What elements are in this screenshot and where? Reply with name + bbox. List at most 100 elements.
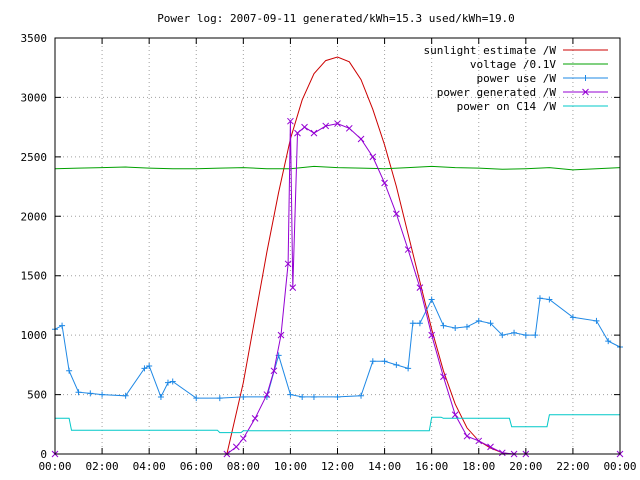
data-point — [393, 210, 400, 218]
x-tick-label: 20:00 — [509, 460, 542, 473]
y-tick-label: 2500 — [21, 151, 48, 164]
data-point — [122, 392, 129, 399]
y-tick-label: 0 — [40, 448, 47, 461]
data-point — [239, 435, 247, 442]
data-point — [287, 117, 294, 125]
legend-item: voltage /0.1V — [470, 58, 608, 71]
data-point — [310, 393, 317, 400]
data-point — [498, 449, 506, 457]
legend-item: power on C14 /W — [457, 100, 608, 113]
data-point — [381, 358, 388, 365]
legend-label: voltage /0.1V — [470, 58, 556, 71]
series-line — [55, 414, 620, 434]
data-point — [357, 135, 365, 143]
data-point — [240, 393, 247, 400]
data-point — [157, 393, 164, 400]
data-point — [99, 391, 106, 398]
data-point — [369, 153, 377, 161]
data-point — [310, 129, 318, 137]
legend-label: sunlight estimate /W — [424, 44, 557, 57]
chart-title: Power log: 2007-09-11 generated/kWh=15.3… — [157, 12, 515, 25]
data-point — [409, 320, 416, 327]
x-tick-label: 00:00 — [38, 460, 71, 473]
data-point — [193, 395, 200, 402]
data-point — [141, 365, 148, 372]
data-point — [428, 331, 436, 339]
data-point — [334, 393, 341, 400]
data-point — [294, 129, 301, 137]
data-point — [216, 395, 223, 402]
legend-marker — [582, 88, 589, 96]
data-point — [463, 432, 471, 440]
x-tick-label: 16:00 — [415, 460, 448, 473]
data-point — [440, 373, 447, 381]
y-tick-label: 3000 — [21, 91, 48, 104]
data-point — [511, 329, 518, 336]
data-point — [75, 389, 82, 396]
series-2 — [52, 295, 623, 402]
y-tick-label: 1500 — [21, 270, 48, 283]
x-tick-label: 04:00 — [133, 460, 166, 473]
data-point — [393, 361, 400, 368]
series-1 — [54, 165, 621, 171]
data-point — [334, 120, 341, 127]
data-point — [416, 284, 424, 291]
data-point — [169, 378, 176, 385]
series-4 — [55, 414, 620, 434]
data-point — [405, 365, 412, 372]
y-tick-label: 3500 — [21, 32, 48, 45]
series-0 — [226, 56, 510, 455]
data-point — [546, 296, 553, 303]
series-line — [226, 56, 510, 455]
legend-item: sunlight estimate /W — [424, 44, 608, 57]
data-point — [593, 317, 600, 324]
x-tick-label: 22:00 — [556, 460, 589, 473]
legend-label: power use /W — [477, 72, 557, 85]
series-layer — [51, 56, 624, 458]
data-point — [301, 123, 308, 131]
data-point — [59, 322, 66, 329]
data-point — [451, 411, 459, 419]
data-point — [499, 332, 506, 339]
data-point — [532, 332, 539, 339]
series-line — [54, 165, 621, 171]
data-point — [287, 391, 294, 398]
x-tick-label: 08:00 — [227, 460, 260, 473]
y-tick-label: 500 — [27, 389, 47, 402]
legend-item: power generated /W — [437, 86, 608, 99]
data-point — [299, 393, 306, 400]
data-point — [289, 284, 297, 291]
data-point — [487, 320, 494, 327]
y-tick-label: 1000 — [21, 329, 48, 342]
legend-marker — [582, 75, 589, 81]
data-point — [232, 443, 240, 451]
data-point — [475, 437, 483, 445]
data-point — [345, 124, 353, 132]
data-point — [536, 295, 543, 302]
data-point — [87, 390, 94, 397]
data-point — [487, 443, 494, 451]
data-point — [475, 317, 482, 324]
data-point — [369, 358, 376, 365]
data-point — [165, 379, 171, 386]
data-point — [270, 367, 278, 375]
data-point — [358, 392, 365, 399]
data-point — [404, 246, 412, 253]
y-tick-label: 2000 — [21, 210, 48, 223]
data-point — [569, 314, 576, 321]
data-point — [452, 325, 459, 332]
data-point — [322, 122, 330, 130]
x-tick-label: 02:00 — [86, 460, 119, 473]
data-point — [416, 320, 423, 327]
x-tick-label: 06:00 — [180, 460, 213, 473]
data-point — [277, 331, 285, 339]
axes: 00:00 02:00 04:00 06:00 08:00 10:00 12:00 14:00… — [21, 32, 637, 473]
series-3 — [51, 117, 624, 458]
x-tick-label: 00:00 — [603, 460, 636, 473]
data-point — [522, 332, 529, 339]
data-point — [146, 363, 153, 370]
data-point — [428, 296, 435, 303]
